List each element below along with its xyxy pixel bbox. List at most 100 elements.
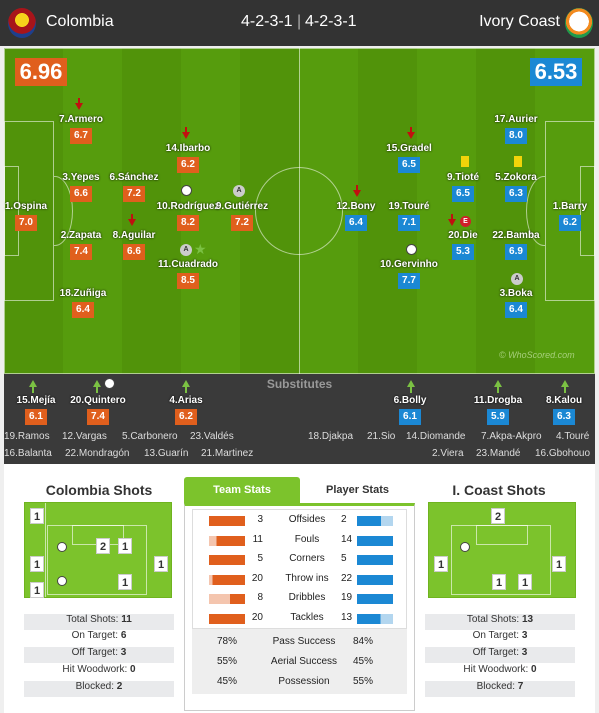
player-zapata[interactable]: 2.Zapata 7.4 (46, 230, 116, 260)
pct-stat-row: 45% Possession 55% (207, 674, 397, 692)
player-sanchez[interactable]: 6.Sánchez 7.2 (99, 172, 169, 202)
shot-zone-count: 1 (30, 582, 44, 598)
home-stat-value: 20 (251, 572, 263, 584)
sub-mejia[interactable]: 15.Mejía 6.1 (1, 395, 71, 425)
away-woodwork-row: Hit Woodwork: 0 (463, 664, 537, 675)
away-team-name[interactable]: Ivory Coast (479, 13, 560, 30)
bench-player[interactable]: 21.Sio (367, 431, 396, 442)
player-bamba[interactable]: 22.Bamba 6.9 (481, 230, 551, 260)
home-pct-value: 78% (217, 636, 238, 647)
subbed-off-icon (353, 185, 361, 197)
tab-team-stats[interactable]: Team Stats (184, 477, 300, 503)
bench-player[interactable]: 18.Djakpa (308, 431, 354, 442)
player-barry[interactable]: 1.Barry 6.2 (535, 201, 599, 231)
player-rodriguez[interactable]: 10.Rodríguez 8.2 (153, 201, 223, 231)
home-stat-value: 3 (257, 514, 263, 525)
player-ibarbo[interactable]: 14.Ibarbo 6.2 (153, 143, 223, 173)
player-ospina[interactable]: 1.Ospina 7.0 (0, 201, 61, 231)
sub-kalou[interactable]: 8.Kalou 6.3 (529, 395, 599, 425)
subbed-on-icon (494, 380, 502, 393)
subbed-off-icon (128, 214, 136, 226)
team-stat-row: 20 Tackles 13 (207, 610, 397, 627)
assist-icon: A (511, 273, 523, 285)
shot-zone-count: 1 (492, 574, 506, 590)
home-stat-bar (209, 594, 245, 604)
formation-pitch: © WhoScored.com (4, 48, 595, 374)
subbed-on-icon (561, 380, 569, 393)
away-pct-value: 45% (353, 656, 374, 667)
shot-zone-count: 1 (118, 574, 132, 590)
tab-player-stats[interactable]: Player Stats (300, 477, 415, 503)
bench-player[interactable]: 23.Valdés (190, 431, 234, 442)
team-stat-row: 5 Corners 5 (207, 551, 397, 568)
player-gradel[interactable]: 15.Gradel 6.5 (374, 143, 444, 173)
player-zokora[interactable]: 5.Zokora 6.3 (481, 172, 551, 202)
bench-player[interactable]: 16.Balanta (4, 448, 52, 459)
bench-player[interactable]: 4.Touré (556, 431, 590, 442)
away-team-rating: 6.53 (530, 58, 582, 86)
team-stat-row: 8 Dribbles 19 (207, 590, 397, 607)
away-pct-value: 84% (353, 636, 374, 647)
home-off-target-row: Off Target: 3 (24, 647, 174, 663)
away-formation: 4-2-3-1 (305, 13, 357, 30)
assist-icon: A (233, 185, 245, 197)
away-stat-value: 14 (341, 533, 353, 545)
away-stat-bar (357, 535, 393, 546)
bench-player[interactable]: 22.Mondragón (65, 448, 130, 459)
home-team-name[interactable]: Colombia (46, 13, 114, 30)
subbed-off-icon (448, 214, 456, 226)
goal-ball-icon (460, 542, 470, 552)
bench-player[interactable]: 21.Martinez (201, 448, 254, 459)
sub-drogba[interactable]: 11.Drogba 5.9 (463, 395, 533, 425)
stat-label: Offsides (288, 514, 326, 525)
bench-player[interactable]: 23.Mandé (476, 448, 521, 459)
goal-ball-icon (181, 185, 192, 196)
formation-separator: | (297, 13, 302, 30)
player-gutierrez[interactable]: 9.Gutiérrez 7.2 (207, 201, 277, 231)
player-toure[interactable]: 19.Touré 7.1 (374, 201, 444, 231)
stats-tabs: Team Stats Player Stats (184, 477, 415, 503)
player-aguilar[interactable]: 8.Aguilar 6.6 (99, 230, 169, 260)
bench-player[interactable]: 7.Akpa-Akpro (481, 431, 542, 442)
shot-zone-count: 1 (518, 574, 532, 590)
player-yepes[interactable]: 3.Yepes 6.6 (46, 172, 116, 202)
player-tiote[interactable]: 9.Tioté 6.5 (428, 172, 498, 202)
player-cuadrado[interactable]: 11.Cuadrado 8.5 (153, 259, 223, 289)
sub-bolly[interactable]: 6.Bolly 6.1 (375, 395, 445, 425)
bench-player[interactable]: 16.Gbohouo (535, 448, 591, 459)
home-formation: 4-2-3-1 (241, 13, 293, 30)
home-pct-value: 55% (217, 656, 238, 667)
player-boka[interactable]: 3.Boka 6.4 (481, 288, 551, 318)
bench-player[interactable]: 13.Guarín (144, 448, 189, 459)
home-woodwork-row: Hit Woodwork: 0 (62, 664, 136, 675)
stat-label: Throw ins (285, 572, 329, 584)
goal-ball-icon (406, 244, 417, 255)
bench-player[interactable]: 12.Vargas (62, 431, 107, 442)
error-icon: E (460, 216, 471, 227)
pct-stat-row: 55% Aerial Success 45% (207, 654, 397, 672)
stat-label: Corners (289, 553, 325, 564)
bench-player[interactable]: 19.Ramos (4, 431, 50, 442)
sub-arias[interactable]: 4.Arias 6.2 (151, 395, 221, 425)
assist-icon: A (180, 244, 192, 256)
bench-player[interactable]: 5.Carbonero (122, 431, 178, 442)
away-total-shots-row: Total Shots: 13 (425, 614, 575, 630)
player-armero[interactable]: 7.Armero 6.7 (46, 114, 116, 144)
player-die[interactable]: 20.Die 5.3 (428, 230, 498, 260)
player-aurier[interactable]: 17.Aurier 8.0 (481, 114, 551, 144)
home-pct-value: 45% (217, 676, 238, 687)
bench-player[interactable]: 2.Viera (432, 448, 464, 459)
home-stat-bar (209, 535, 245, 546)
subbed-off-icon (75, 98, 83, 110)
player-gervinho[interactable]: 10.Gervinho 7.7 (374, 259, 444, 289)
ivory-coast-crest-icon (565, 8, 593, 38)
bench-player[interactable]: 14.Diomande (406, 431, 466, 442)
away-stat-value: 19 (341, 592, 353, 603)
sub-quintero[interactable]: 20.Quintero 7.4 (63, 395, 133, 425)
player-zuniga[interactable]: 18.Zuñiga 6.4 (48, 288, 118, 318)
away-six-yard-box (580, 166, 595, 256)
goal-ball-icon (57, 576, 67, 586)
yellow-card-icon (461, 156, 469, 167)
player-bony[interactable]: 12.Bony 6.4 (321, 201, 391, 231)
